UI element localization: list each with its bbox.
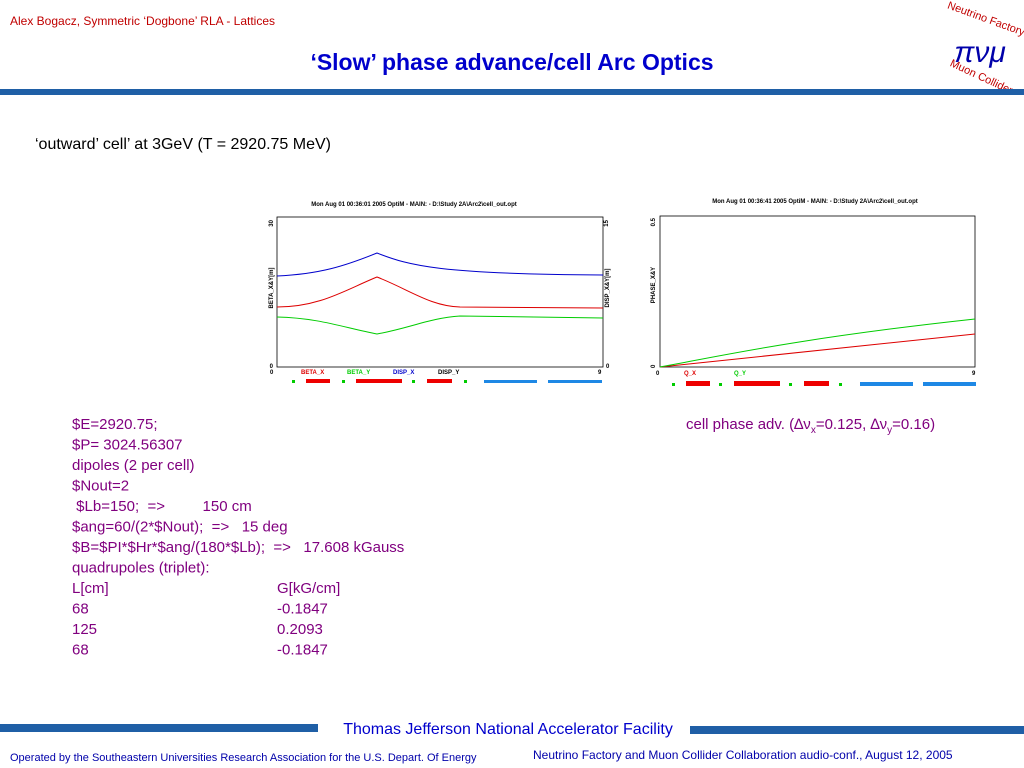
logo: Neutrino Factory πνμ Muon Collider (946, 0, 1024, 97)
legend: Q_Y (734, 371, 746, 377)
param-line: 68 (72, 642, 89, 659)
phase-y-curve (659, 318, 976, 368)
text: x (811, 425, 816, 436)
logo-top: Neutrino Factory (946, 0, 1024, 39)
x-right: 9 (598, 370, 602, 376)
param-line: $B=$PI*$Hr*$ang/(180*$Lb); => 17.608 kGa… (72, 539, 404, 556)
param-line: dipoles (2 per cell) (72, 457, 195, 474)
y-top: 30 (269, 219, 275, 226)
y-bottom: 0 (651, 364, 657, 368)
legend: Q_X (684, 371, 696, 377)
y-top: 0.5 (651, 217, 657, 226)
y2-bottom: 0 (606, 364, 610, 370)
legend: BETA_Y (347, 370, 370, 376)
param-line: $Nout=2 (72, 478, 129, 495)
footer-bar (690, 726, 1024, 734)
text: =0.16) (892, 416, 935, 433)
footer-left: Operated by the Southeastern Universitie… (10, 752, 477, 764)
param-line: G[kG/cm] (277, 580, 340, 597)
phase-plot: Mon Aug 01 00:36:41 2005 OptiM - MAIN: -… (651, 199, 976, 386)
plot-frame (276, 216, 604, 368)
title: ‘Slow’ phase advance/cell Arc Optics (310, 49, 713, 75)
text: =0.125, (816, 416, 871, 433)
x-right: 9 (972, 371, 976, 377)
text: cell phase adv. ( (686, 416, 794, 433)
y-bottom: 0 (270, 364, 274, 370)
logo-symbols: πνμ (954, 36, 1006, 69)
x-left: 0 (656, 371, 660, 377)
phase-x-curve (659, 333, 976, 368)
legend: DISP_X (393, 370, 414, 376)
magnet-strip (292, 379, 602, 383)
text: ∆ν (870, 416, 887, 433)
magnet-strip (672, 381, 976, 386)
x-left: 0 (270, 370, 274, 376)
param-line: quadrupoles (triplet): (72, 560, 210, 577)
footer-right: Neutrino Factory and Muon Collider Colla… (533, 748, 953, 762)
y-label: BETA_X&Y[m] (269, 268, 275, 309)
param-line: 0.2093 (277, 621, 323, 638)
params: $E=2920.75; $P= 3024.56307 dipoles (2 per … (72, 416, 404, 659)
param-line: $E=2920.75; (72, 416, 158, 433)
disp-curve (276, 315, 604, 335)
param-line: -0.1847 (277, 601, 328, 618)
legend: BETA_X (301, 370, 324, 376)
beta-plot: Mon Aug 01 00:36:01 2005 OptiM - MAIN: -… (269, 202, 611, 383)
beta-x-curve (276, 276, 604, 309)
param-line: $Lb=150; => 150 cm (72, 498, 252, 515)
footer-bar (0, 724, 318, 732)
param-line: $P= 3024.56307 (72, 437, 183, 454)
text: ∆ν (794, 416, 811, 433)
plot-header: Mon Aug 01 00:36:41 2005 OptiM - MAIN: -… (712, 199, 917, 205)
param-line: L[cm] (72, 580, 109, 597)
param-line: -0.1847 (277, 642, 328, 659)
text: y (887, 425, 892, 436)
legend: DISP_Y (438, 370, 459, 376)
phase-advance: cell phase adv. (∆νx=0.125, ∆νy=0.16) (686, 416, 935, 436)
lab-name: Thomas Jefferson National Accelerator Fa… (343, 721, 673, 738)
y-label: PHASE_X&Y (651, 267, 657, 303)
plot-header: Mon Aug 01 00:36:01 2005 OptiM - MAIN: -… (311, 202, 516, 208)
param-line: 125 (72, 621, 97, 638)
subtitle: ‘outward’ cell’ at 3GeV (T = 2920.75 MeV… (35, 136, 331, 153)
plot-frame (659, 215, 976, 368)
author-line: Alex Bogacz, Symmetric ‘Dogbone’ RLA - L… (10, 14, 275, 28)
y2-top: 15 (604, 219, 610, 226)
param-line: 68 (72, 601, 89, 618)
param-line: $ang=60/(2*$Nout); => 15 deg (72, 519, 288, 536)
header-bar (0, 89, 1024, 95)
y2-label: DISP_X&Y[m] (605, 268, 611, 307)
beta-y-curve (276, 252, 604, 277)
